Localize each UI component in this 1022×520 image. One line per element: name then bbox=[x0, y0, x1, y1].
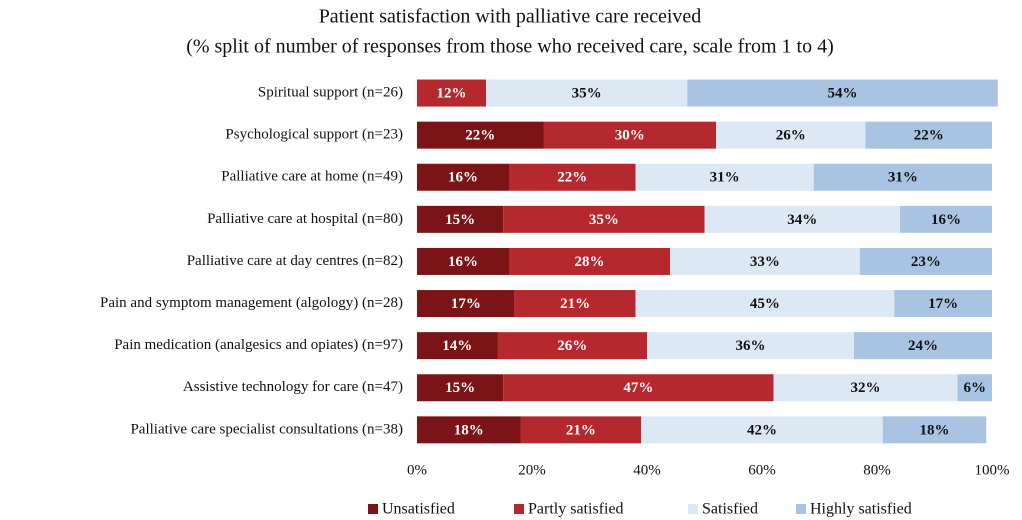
legend-swatch bbox=[368, 504, 378, 514]
category-label: Palliative care at hospital (n=80) bbox=[207, 211, 403, 227]
bar-segment bbox=[514, 290, 636, 318]
bar-segment bbox=[894, 290, 992, 318]
x-tick-label: 20% bbox=[518, 462, 546, 478]
bar-segment bbox=[520, 416, 642, 444]
category-label: Pain medication (analgesics and opiates)… bbox=[114, 337, 403, 353]
data-label: 18% bbox=[920, 422, 950, 438]
x-tick-label: 100% bbox=[975, 462, 1010, 478]
legend-label: Highly satisfied bbox=[810, 501, 912, 518]
bar-segment bbox=[854, 332, 992, 360]
bar-segment bbox=[716, 121, 866, 149]
data-label: 18% bbox=[454, 422, 484, 438]
data-label: 17% bbox=[451, 296, 481, 312]
legend-label: Partly satisfied bbox=[528, 501, 624, 518]
bar-segment bbox=[957, 374, 992, 402]
data-label: 12% bbox=[437, 85, 467, 101]
bar-segment bbox=[417, 247, 509, 275]
category-label: Psychological support (n=23) bbox=[225, 127, 403, 143]
legend-swatch bbox=[796, 504, 806, 514]
data-label: 36% bbox=[736, 338, 766, 354]
data-label: 31% bbox=[888, 170, 918, 186]
data-label: 35% bbox=[589, 212, 619, 228]
data-label: 26% bbox=[557, 338, 587, 354]
bar-segment bbox=[509, 247, 670, 275]
data-label: 21% bbox=[560, 296, 590, 312]
bar-segment bbox=[417, 290, 515, 318]
category-label: Assistive technology for care (n=47) bbox=[183, 379, 403, 395]
data-label: 28% bbox=[575, 254, 605, 270]
data-label: 35% bbox=[572, 85, 602, 101]
bar-segment bbox=[704, 205, 900, 233]
category-label: Palliative care specialist consultations… bbox=[130, 421, 403, 437]
data-label: 33% bbox=[750, 254, 780, 270]
data-label: 16% bbox=[448, 170, 478, 186]
data-label: 47% bbox=[623, 380, 653, 396]
bar-segment bbox=[859, 247, 992, 275]
bar-segment bbox=[417, 121, 544, 149]
data-label: 17% bbox=[928, 296, 958, 312]
x-tick-label: 0% bbox=[407, 462, 427, 478]
legend-swatch bbox=[688, 504, 698, 514]
data-label: 21% bbox=[566, 422, 596, 438]
data-label: 45% bbox=[750, 296, 780, 312]
data-label: 16% bbox=[931, 212, 961, 228]
data-label: 23% bbox=[911, 254, 941, 270]
data-label: 14% bbox=[442, 338, 472, 354]
data-label: 6% bbox=[964, 380, 987, 396]
bar-segment bbox=[641, 416, 883, 444]
category-label: Palliative care at home (n=49) bbox=[221, 169, 403, 185]
bar-segment bbox=[503, 374, 774, 402]
data-label: 30% bbox=[615, 128, 645, 144]
legend-swatch bbox=[514, 504, 524, 514]
bar-segment bbox=[417, 416, 521, 444]
x-tick-label: 40% bbox=[633, 462, 661, 478]
bar-segment bbox=[900, 205, 992, 233]
bar-segment bbox=[635, 290, 895, 318]
legend-label: Unsatisfied bbox=[382, 501, 455, 518]
chart-subtitle: (% split of number of responses from tho… bbox=[186, 36, 834, 58]
bar-segment bbox=[670, 247, 860, 275]
bar-segment bbox=[687, 79, 998, 107]
x-tick-label: 60% bbox=[748, 462, 776, 478]
data-label: 15% bbox=[445, 212, 475, 228]
bar-segment bbox=[647, 332, 854, 360]
bar-segment bbox=[497, 332, 647, 360]
data-label: 54% bbox=[828, 85, 858, 101]
chart-title: Patient satisfaction with palliative car… bbox=[319, 6, 702, 28]
bar-segment bbox=[417, 79, 486, 107]
data-label: 22% bbox=[914, 128, 944, 144]
data-label: 22% bbox=[465, 128, 495, 144]
bar-segment bbox=[417, 205, 504, 233]
bar-segment bbox=[486, 79, 688, 107]
legend-label: Satisfied bbox=[702, 501, 758, 518]
data-label: 34% bbox=[787, 212, 817, 228]
data-label: 42% bbox=[747, 422, 777, 438]
data-label: 24% bbox=[908, 338, 938, 354]
category-label: Pain and symptom management (algology) (… bbox=[100, 295, 403, 311]
bar-segment bbox=[417, 163, 509, 191]
bar-segment bbox=[865, 121, 992, 149]
data-label: 22% bbox=[557, 170, 587, 186]
data-label: 15% bbox=[445, 380, 475, 396]
data-label: 32% bbox=[851, 380, 881, 396]
bar-segment bbox=[417, 332, 498, 360]
bar-segment bbox=[543, 121, 716, 149]
bar-segment bbox=[417, 374, 504, 402]
bar-segment bbox=[635, 163, 814, 191]
data-label: 26% bbox=[776, 128, 806, 144]
bar-segment bbox=[509, 163, 636, 191]
x-tick-label: 80% bbox=[863, 462, 891, 478]
bar-segment bbox=[503, 205, 705, 233]
bar-segment bbox=[813, 163, 992, 191]
data-label: 16% bbox=[448, 254, 478, 270]
category-label: Palliative care at day centres (n=82) bbox=[187, 253, 403, 269]
category-label: Spiritual support (n=26) bbox=[258, 84, 403, 100]
bar-segment bbox=[773, 374, 958, 402]
data-label: 31% bbox=[710, 170, 740, 186]
bar-segment bbox=[882, 416, 987, 444]
